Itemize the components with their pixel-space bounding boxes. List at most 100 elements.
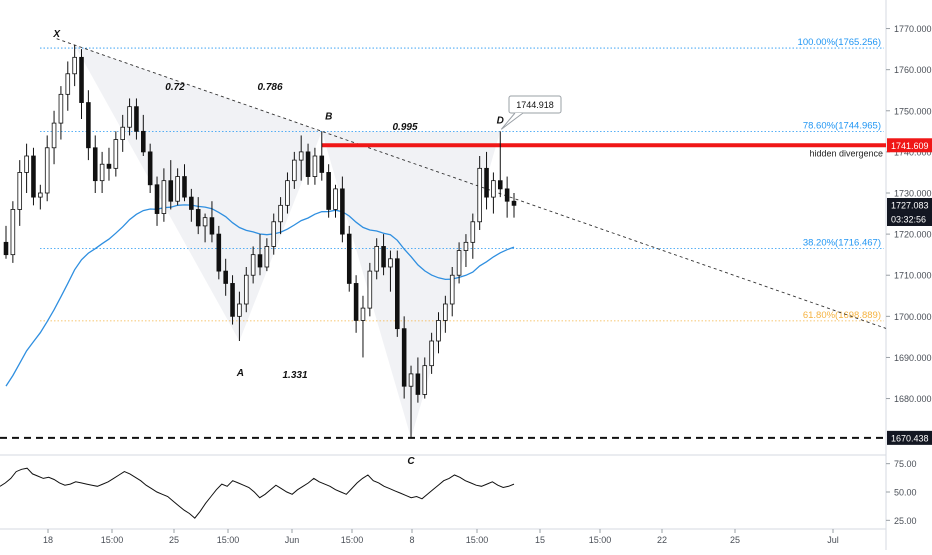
candle-body	[340, 188, 345, 235]
moving-average-layer	[5, 204, 515, 387]
candle-body	[230, 283, 235, 317]
pattern-layer: 100.00%(1765.256) 78.60%(1744.965) 38.20%(…	[0, 37, 887, 439]
candle-body	[298, 151, 304, 161]
candle-body	[401, 328, 407, 387]
fib-level-label: 61.80%(1698.889)	[803, 310, 881, 321]
price-callout-text: 1744.918	[516, 100, 554, 110]
candle-body	[44, 147, 50, 194]
candle-body	[209, 217, 215, 235]
time-tick-label: 15:00	[217, 535, 240, 545]
time-tick-label: 15:00	[589, 535, 612, 545]
candle-body	[216, 233, 222, 272]
candle-body	[374, 246, 379, 272]
time-tick-label: 18	[43, 535, 53, 545]
candle-body	[10, 209, 16, 256]
candle-body	[141, 130, 146, 153]
price-tick-label: 1680.000	[894, 394, 932, 404]
annotations-layer: X A B C D 0.72 0.786 0.995 1.331 1744.918 hidden d…	[52, 29, 883, 467]
candle-body	[388, 258, 393, 268]
time-tick-label: 8	[409, 535, 414, 545]
horizontal-level-badge: 1741.609	[891, 141, 929, 151]
time-tick-label: 25	[730, 535, 740, 545]
candle-body	[161, 180, 167, 214]
candle-body	[92, 147, 98, 182]
candle-body	[271, 221, 277, 247]
osc-tick-label: 25.00	[894, 516, 917, 526]
candle-body	[168, 180, 174, 202]
time-tick-label: 25	[169, 535, 179, 545]
price-tick-label: 1770.000	[894, 24, 932, 34]
price-tick-label: 1690.000	[894, 353, 932, 363]
candle-body	[127, 106, 132, 128]
time-tick-label: Jun	[285, 535, 300, 545]
candle-body	[58, 93, 64, 124]
candle-body	[436, 320, 441, 342]
bcd-triangle	[321, 131, 501, 439]
candle-body	[99, 163, 105, 182]
ratio-label: 0.72	[165, 82, 185, 93]
downtrend-line	[56, 38, 887, 329]
candle-body	[497, 180, 503, 190]
candle-body	[415, 373, 421, 395]
countdown-badge-bg	[887, 211, 932, 226]
fib-level-label: 38.20%(1716.467)	[803, 238, 881, 249]
candle-body	[422, 365, 428, 395]
price-badges-layer: 1741.609 1727.083 03:32:56 1670.438	[887, 138, 932, 445]
candle-body	[292, 159, 297, 182]
candle-body	[257, 254, 263, 268]
candle-body	[223, 270, 228, 284]
candles-layer	[3, 45, 517, 439]
candle-body	[511, 200, 517, 206]
candle-body	[346, 233, 352, 284]
candle-body	[86, 102, 91, 149]
pattern-point-label: A	[236, 368, 244, 379]
ratio-label: 0.786	[257, 82, 282, 93]
price-tick-label: 1760.000	[894, 65, 932, 75]
candle-body	[333, 188, 338, 210]
support-level-badge-bg	[887, 430, 932, 445]
candle-body	[491, 180, 496, 198]
moving-average-line	[5, 204, 515, 387]
last-price-badge: 1727.083	[891, 200, 929, 210]
time-tick-label: 15:00	[466, 535, 489, 545]
pattern-point-label: X	[52, 29, 61, 40]
candle-body	[470, 221, 476, 243]
candle-body	[182, 176, 187, 198]
candle-body	[395, 258, 400, 330]
candle-body	[326, 172, 331, 210]
last-price-badge-bg	[887, 197, 932, 212]
candle-body	[504, 188, 510, 202]
fib-level-label: 100.00%(1765.256)	[798, 37, 881, 48]
candle-body	[51, 122, 57, 149]
candle-body	[449, 274, 455, 305]
candle-body	[65, 73, 71, 95]
candle-body	[147, 151, 153, 186]
candle-body	[195, 209, 201, 227]
candle-body	[189, 196, 194, 210]
candle-body	[312, 155, 318, 177]
xab-triangle	[74, 45, 322, 341]
fib-level-label: 78.60%(1744.965)	[803, 120, 881, 131]
candle-body	[484, 167, 489, 198]
candle-body	[243, 274, 249, 305]
candle-body	[477, 167, 482, 223]
time-tick-label: Jul	[827, 535, 839, 545]
pattern-point-label: B	[325, 111, 332, 122]
time-tick-label: 15	[535, 535, 545, 545]
osc-tick-label: 50.00	[894, 488, 917, 498]
candle-body	[120, 126, 125, 140]
candle-body	[175, 176, 180, 202]
divergence-note: hidden divergence	[809, 148, 883, 158]
time-tick-label: 15:00	[341, 535, 364, 545]
candle-body	[408, 373, 414, 387]
support-level-badge: 1670.438	[891, 433, 929, 443]
candle-body	[319, 155, 325, 173]
candle-body	[353, 283, 359, 321]
pattern-point-label: C	[407, 456, 415, 467]
osc-tick-label: 75.00	[894, 459, 917, 469]
candle-body	[264, 246, 270, 268]
candle-body	[429, 340, 434, 367]
